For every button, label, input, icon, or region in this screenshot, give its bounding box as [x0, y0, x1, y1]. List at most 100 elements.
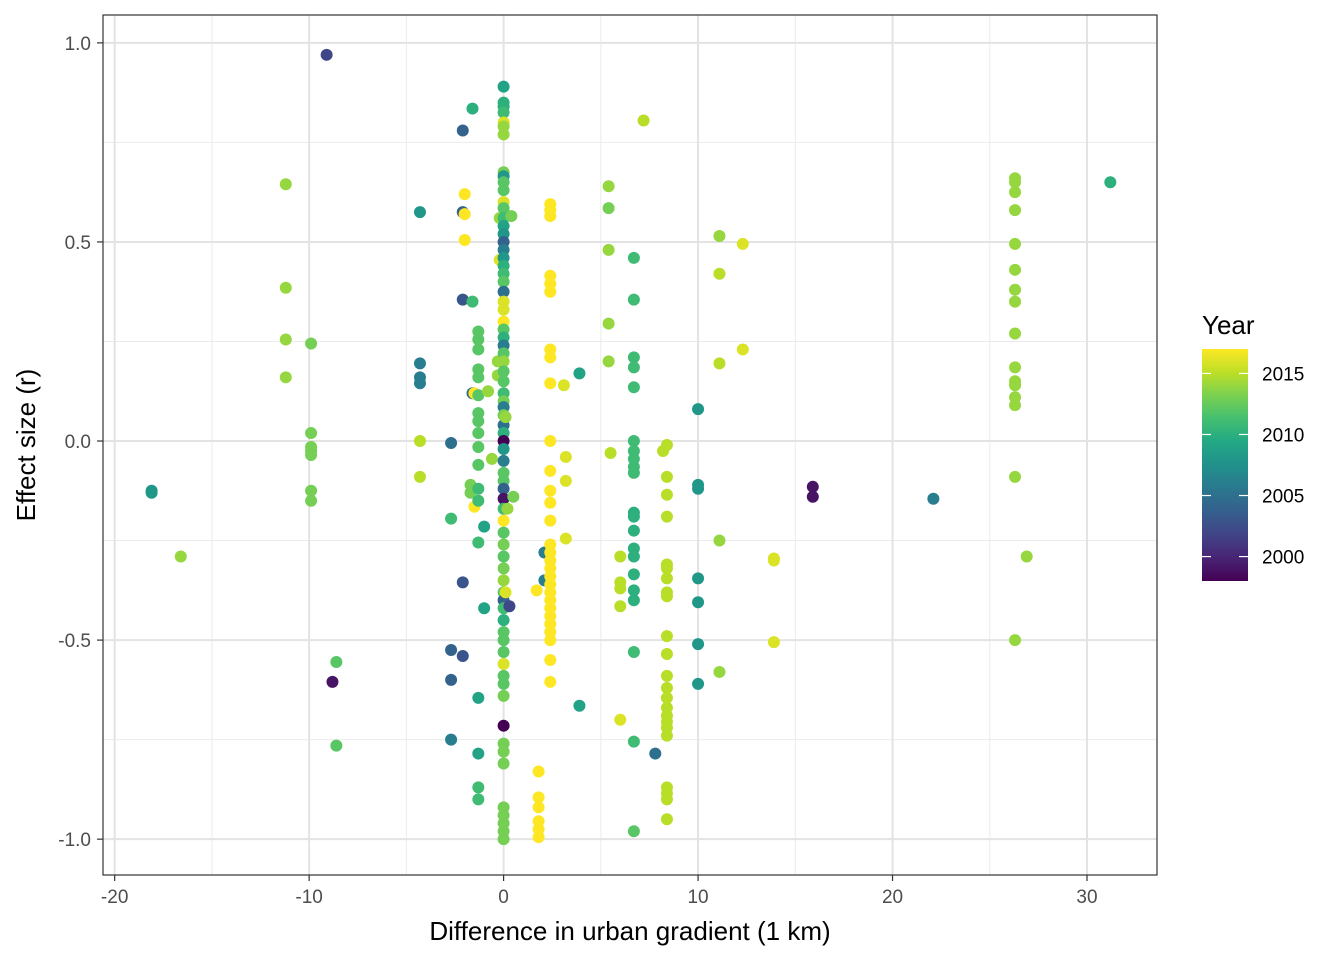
data-point — [497, 285, 510, 298]
data-point — [305, 427, 318, 440]
data-point — [614, 600, 627, 613]
data-point — [544, 496, 557, 509]
data-point — [614, 582, 627, 595]
data-point — [1009, 470, 1022, 483]
data-point — [602, 317, 615, 330]
data-point — [497, 514, 510, 527]
legend-tick-label: 2015 — [1262, 364, 1304, 385]
x-tick-label: 10 — [687, 887, 708, 908]
data-point — [559, 532, 572, 545]
x-tick-label: -20 — [101, 887, 128, 908]
data-point — [413, 206, 426, 219]
legend-colorbar — [1202, 349, 1248, 581]
data-point — [573, 699, 586, 712]
legend-tick-label: 2010 — [1262, 425, 1304, 446]
data-point — [497, 646, 510, 659]
data-point — [472, 415, 485, 428]
data-point — [497, 106, 510, 119]
data-point — [660, 681, 673, 694]
data-point — [532, 791, 545, 804]
data-point — [627, 594, 640, 607]
data-point — [497, 375, 510, 388]
data-point — [544, 484, 557, 497]
y-tick-label: 0.0 — [65, 432, 91, 453]
data-point — [472, 389, 485, 402]
data-point — [627, 568, 640, 581]
data-point — [692, 572, 705, 585]
data-point — [1009, 295, 1022, 308]
data-point — [1009, 283, 1022, 296]
x-tick-label: 30 — [1076, 887, 1097, 908]
data-point — [806, 490, 819, 503]
data-point — [1009, 379, 1022, 392]
data-point — [326, 675, 339, 688]
data-point — [627, 524, 640, 537]
data-point — [472, 371, 485, 384]
data-point — [413, 435, 426, 448]
legend-tick-label: 2005 — [1262, 487, 1304, 508]
data-point — [692, 403, 705, 416]
data-point — [1009, 204, 1022, 217]
data-point — [736, 237, 749, 250]
data-point — [627, 825, 640, 838]
data-point — [497, 202, 510, 215]
data-point — [614, 713, 627, 726]
data-point — [627, 550, 640, 563]
data-point — [466, 295, 479, 308]
data-point — [458, 188, 471, 201]
data-point — [330, 655, 343, 668]
data-point — [445, 644, 458, 657]
data-point — [456, 124, 469, 137]
data-point — [602, 180, 615, 193]
data-point — [145, 486, 158, 499]
data-point — [627, 510, 640, 523]
data-point — [544, 435, 557, 448]
data-point — [497, 303, 510, 316]
data-point — [532, 831, 545, 844]
data-point — [456, 576, 469, 589]
data-point — [472, 458, 485, 471]
data-point — [713, 534, 726, 547]
data-point — [499, 411, 512, 424]
y-tick-label: -1.0 — [58, 830, 91, 851]
data-point — [559, 450, 572, 463]
data-point — [497, 355, 510, 368]
data-point — [485, 452, 498, 465]
x-tick-label: -10 — [295, 887, 322, 908]
data-point — [497, 550, 510, 563]
data-point — [305, 337, 318, 350]
data-point — [305, 484, 318, 497]
data-point — [713, 665, 726, 678]
data-point — [445, 733, 458, 746]
data-point — [497, 657, 510, 670]
data-point — [627, 293, 640, 306]
legend-title: Year — [1202, 310, 1255, 340]
data-point — [472, 747, 485, 760]
y-tick-label: 0.5 — [65, 233, 91, 254]
data-point — [544, 377, 557, 390]
data-point — [660, 470, 673, 483]
data-point — [627, 251, 640, 264]
data-point — [507, 490, 520, 503]
data-point — [472, 333, 485, 346]
data-point — [1009, 634, 1022, 647]
data-point — [501, 502, 514, 515]
data-point — [445, 437, 458, 450]
data-point — [456, 293, 469, 306]
x-axis-title: Difference in urban gradient (1 km) — [429, 916, 830, 946]
data-point — [544, 210, 557, 223]
data-point — [497, 526, 510, 539]
data-point — [660, 572, 673, 585]
data-point — [713, 267, 726, 280]
data-point — [713, 229, 726, 242]
data-point — [445, 512, 458, 525]
data-point — [692, 638, 705, 651]
data-point — [627, 435, 640, 448]
data-point — [614, 550, 627, 563]
data-point — [544, 654, 557, 666]
data-point — [1009, 399, 1022, 412]
data-point — [505, 210, 518, 223]
data-point — [1020, 550, 1033, 563]
data-point — [497, 634, 510, 647]
